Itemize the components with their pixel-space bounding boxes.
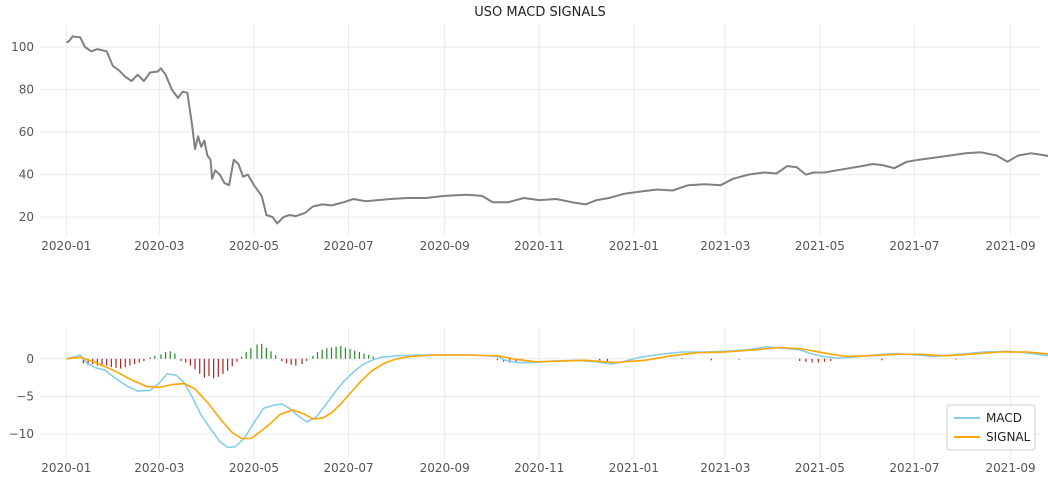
y-tick-label: −5: [16, 389, 34, 403]
x-tick-label: 2020-05: [229, 461, 279, 475]
macd-panel: 0−5−10 2020-01 2020-03 2020-05 2020-07 2020-…: [9, 328, 1048, 475]
x-tick-label: 2020-03: [134, 461, 184, 475]
macd-y-grid: [40, 358, 1040, 435]
x-tick-label: 2020-07: [323, 461, 373, 475]
x-tick-label: 2020-09: [420, 461, 470, 475]
y-tick-label: 80: [19, 83, 34, 97]
chart-title: USO MACD SIGNALS: [474, 5, 606, 20]
x-tick-label: 2020-01: [41, 239, 91, 253]
macd-series-layer: [66, 346, 1048, 449]
x-tick-label: 2021-01: [609, 461, 659, 475]
legend-label-signal: SIGNAL: [986, 430, 1031, 444]
y-tick-label: 20: [19, 210, 34, 224]
x-tick-label: 2021-05: [795, 461, 845, 475]
y-tick-label: 100: [11, 40, 34, 54]
price-panel: 20 40 60 80 100 2020-01 2020-03 2020-05 2020-07…: [11, 24, 1048, 253]
price-y-tick-labels: 20 40 60 80 100: [11, 40, 34, 224]
x-tick-label: 2020-03: [134, 239, 184, 253]
legend: MACD SIGNAL: [946, 404, 1036, 451]
x-tick-label: 2021-03: [700, 461, 750, 475]
x-tick-label: 2020-11: [514, 239, 564, 253]
price-y-grid: [40, 46, 1040, 218]
macd-x-tick-labels: 2020-01 2020-03 2020-05 2020-07 2020-09 2020-…: [41, 461, 1035, 475]
legend-frame: [946, 404, 1036, 451]
y-tick-label: −10: [9, 427, 34, 441]
x-tick-label: 2020-01: [41, 461, 91, 475]
price-x-grid: [65, 24, 1012, 236]
x-tick-label: 2020-05: [229, 239, 279, 253]
x-tick-label: 2021-09: [985, 239, 1035, 253]
macd-x-grid: [65, 328, 1012, 459]
legend-label-macd: MACD: [986, 411, 1022, 425]
price-series-layer: [65, 35, 1048, 225]
x-tick-label: 2021-03: [700, 239, 750, 253]
y-tick-label: 0: [26, 352, 34, 366]
macd-histogram-layer: [82, 343, 957, 379]
x-tick-label: 2021-05: [795, 239, 845, 253]
x-tick-label: 2020-07: [323, 239, 373, 253]
x-tick-label: 2021-07: [889, 239, 939, 253]
y-tick-label: 60: [19, 125, 34, 139]
y-tick-label: 40: [19, 168, 34, 182]
x-tick-label: 2021-01: [609, 239, 659, 253]
price-x-tick-labels: 2020-01 2020-03 2020-05 2020-07 2020-09 2020-…: [41, 239, 1035, 253]
x-tick-label: 2020-09: [420, 239, 470, 253]
series-line-signal: [66, 346, 1048, 440]
x-tick-label: 2020-11: [514, 461, 564, 475]
macd-y-tick-labels: 0 −5 −10: [9, 352, 34, 441]
x-tick-label: 2021-07: [889, 461, 939, 475]
x-tick-label: 2021-09: [985, 461, 1035, 475]
series-line-price: [65, 35, 1048, 225]
